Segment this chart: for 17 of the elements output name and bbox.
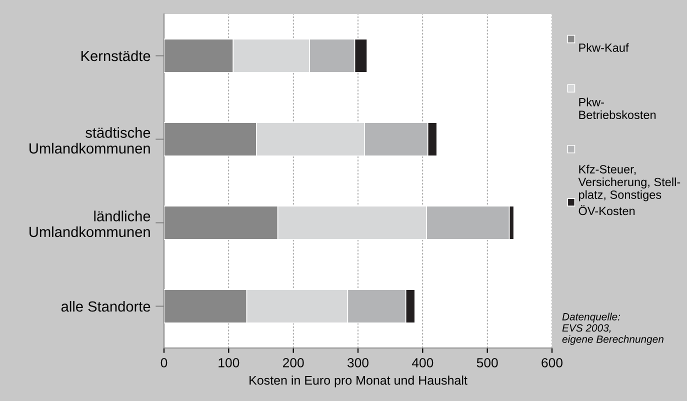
y-tick-label: alle Standorte	[61, 300, 150, 312]
x-tick-label: 400	[412, 358, 434, 368]
x-tick-label: 500	[476, 358, 498, 368]
x-axis-title: Kosten in Euro pro Monat und Haushalt	[250, 376, 468, 388]
legend-label: Pkw-Kauf	[579, 43, 629, 52]
text: Datenquelle: EVS 2003, eigene Berechnungen	[562, 312, 664, 345]
legend-label: ÖV-Kosten	[578, 205, 635, 216]
y-tick-label: ländliche Umlandkommunen	[30, 210, 150, 238]
x-tick-label: 200	[282, 358, 304, 368]
legend-label: Pkw- Betriebskosten	[579, 98, 656, 120]
x-tick-label: 600	[542, 358, 562, 368]
x-tick-label: 100	[218, 358, 240, 368]
y-tick-label: städtische Umlandkommunen	[30, 127, 150, 154]
x-tick-label: 0	[160, 358, 168, 368]
y-tick-label: Kernstädte	[81, 50, 150, 62]
x-tick-label: 300	[347, 358, 368, 368]
legend-label: Kfz-Steuer, Versicherung, Stell- platz, Sonstiges	[578, 164, 680, 202]
